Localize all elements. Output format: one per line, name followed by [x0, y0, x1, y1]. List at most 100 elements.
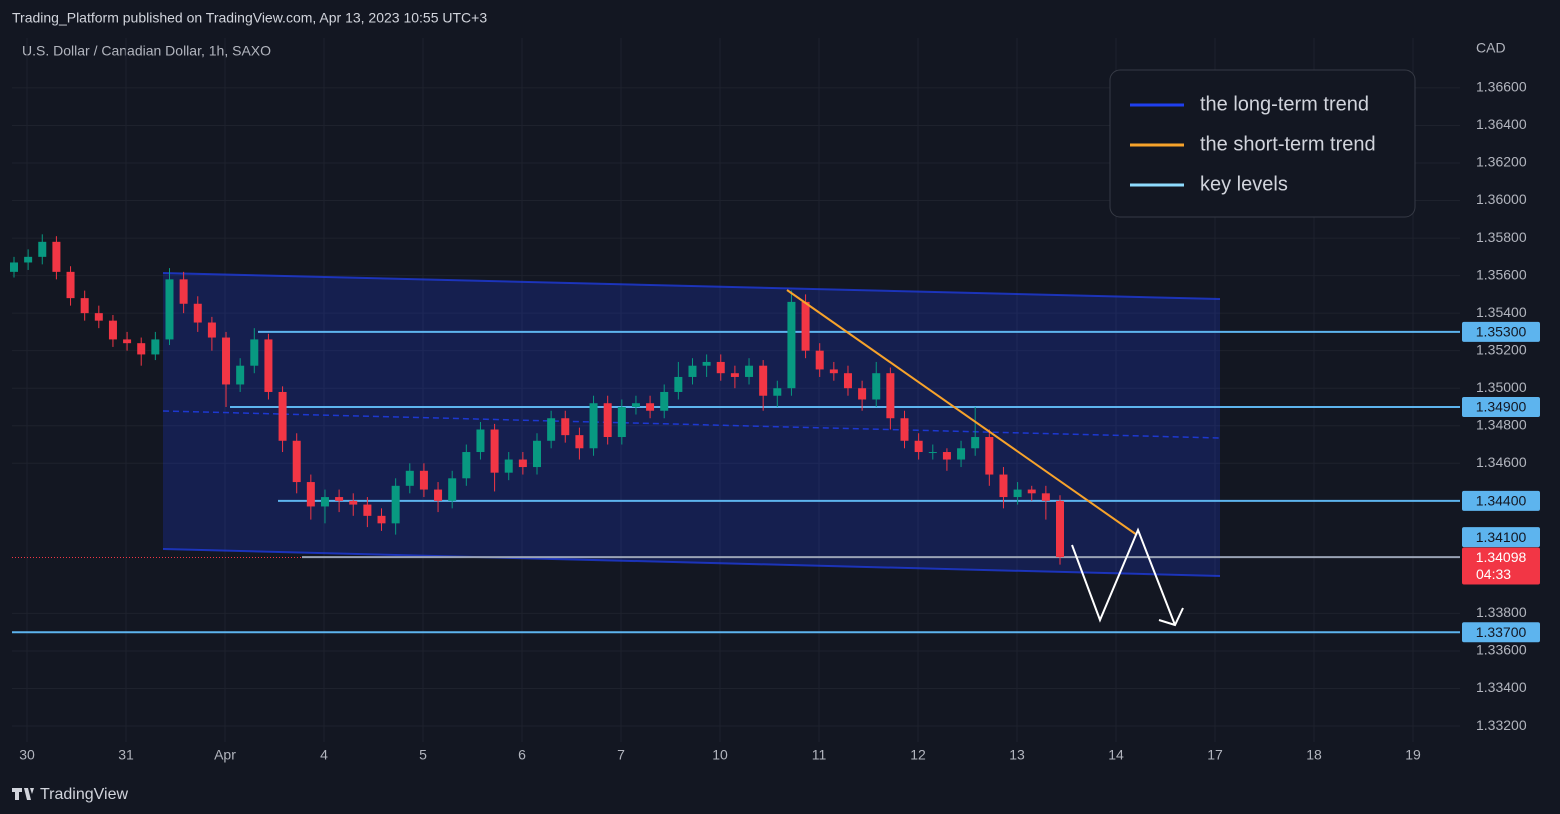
candle-body [434, 489, 443, 501]
candle-body [476, 429, 485, 453]
price-label: 1.34100 [1476, 529, 1527, 545]
y-tick-label: 1.36000 [1476, 191, 1527, 207]
candle-body [250, 339, 259, 366]
price-label: 1.33700 [1476, 624, 1527, 640]
candle-body [165, 279, 174, 340]
y-tick-label: 1.36200 [1476, 154, 1527, 170]
y-tick-label: 1.33800 [1476, 604, 1527, 620]
price-label-box [1462, 321, 1540, 342]
candle-body [716, 361, 725, 374]
price-label: 1.34900 [1476, 399, 1527, 415]
candle-body [617, 406, 626, 438]
candle-body [872, 373, 881, 400]
candle-body [745, 365, 754, 377]
candle-body [702, 361, 711, 366]
candle-body [38, 241, 47, 257]
candle-body [207, 322, 216, 338]
footer: TradingView [40, 786, 128, 803]
y-tick-label: 1.35200 [1476, 341, 1527, 357]
candle-body [631, 403, 640, 407]
candle-body [193, 303, 202, 323]
y-tick-label: 1.33600 [1476, 642, 1527, 658]
candle-body [1027, 489, 1036, 494]
candle-body [137, 343, 146, 355]
candle-body [363, 504, 372, 516]
y-tick-label: 1.35400 [1476, 304, 1527, 320]
candle-body [94, 313, 103, 321]
candle-body [391, 485, 400, 524]
candle-body [801, 301, 810, 351]
candle-body [561, 418, 570, 436]
x-tick-label: Apr [214, 747, 236, 763]
y-axis-label: CAD [1476, 40, 1506, 56]
candle-body [306, 482, 315, 507]
channel-upper [162, 272, 1221, 300]
y-tick-label: 1.33400 [1476, 679, 1527, 695]
header: Trading_Platform published on TradingVie… [12, 10, 487, 26]
y-tick-label: 1.34600 [1476, 454, 1527, 470]
legend-label: the long-term trend [1200, 93, 1369, 115]
price-label-box [1462, 396, 1540, 417]
candle-body [518, 459, 527, 468]
x-tick-label: 31 [118, 747, 134, 763]
x-tick-label: 30 [19, 747, 35, 763]
candle-body [533, 440, 541, 468]
candle-body [52, 241, 61, 272]
candle-body [928, 452, 937, 454]
x-tick-label: 12 [910, 747, 926, 763]
candle-body [222, 337, 231, 385]
candle-body [349, 500, 358, 505]
candle-body [971, 437, 980, 449]
countdown: 04:33 [1476, 566, 1511, 582]
candle-body [730, 373, 739, 377]
x-tick-label: 5 [419, 747, 427, 763]
candle-body [448, 478, 457, 501]
x-tick-label: 13 [1009, 747, 1025, 763]
candle-body [108, 320, 117, 340]
candle-body [886, 373, 895, 419]
candle-body [547, 418, 556, 441]
candle-body [24, 256, 33, 263]
y-tick-label: 1.33200 [1476, 717, 1527, 733]
candle-body [264, 339, 273, 392]
candle-body [1041, 493, 1050, 501]
last-price-label: 1.34098 [1476, 549, 1527, 565]
price-label: 1.35300 [1476, 324, 1527, 340]
price-label-box [1462, 622, 1540, 643]
x-tick-label: 19 [1405, 747, 1421, 763]
candle-body [179, 279, 188, 304]
x-tick-label: 17 [1207, 747, 1223, 763]
candle-body [1013, 489, 1022, 498]
candle-body [957, 448, 966, 460]
candle-body [674, 376, 683, 392]
candle-body [419, 470, 428, 490]
candle-body [236, 365, 245, 385]
candle-body [589, 403, 598, 449]
y-tick-label: 1.34800 [1476, 416, 1527, 432]
candle-body [1056, 500, 1064, 558]
candle-body [773, 388, 782, 396]
candle-body [66, 271, 75, 299]
y-tick-label: 1.35600 [1476, 266, 1527, 282]
candle-body [985, 437, 994, 475]
candle-body [603, 403, 612, 438]
candle-body [575, 435, 584, 449]
legend-label: the short-term trend [1200, 133, 1376, 155]
x-tick-label: 10 [712, 747, 728, 763]
candle-body [320, 497, 329, 507]
candle-body [646, 403, 655, 411]
arrow-head [1158, 607, 1184, 627]
x-tick-label: 14 [1108, 747, 1124, 763]
candle-body [843, 373, 852, 389]
price-label: 1.34400 [1476, 493, 1527, 509]
candle-body [80, 298, 89, 314]
candle-body [914, 440, 923, 453]
candle-body [462, 452, 471, 479]
candle-body [405, 470, 414, 486]
candle-body [490, 429, 499, 473]
candle-body [815, 350, 824, 370]
candle-body [999, 474, 1008, 498]
candle-body [335, 497, 344, 501]
